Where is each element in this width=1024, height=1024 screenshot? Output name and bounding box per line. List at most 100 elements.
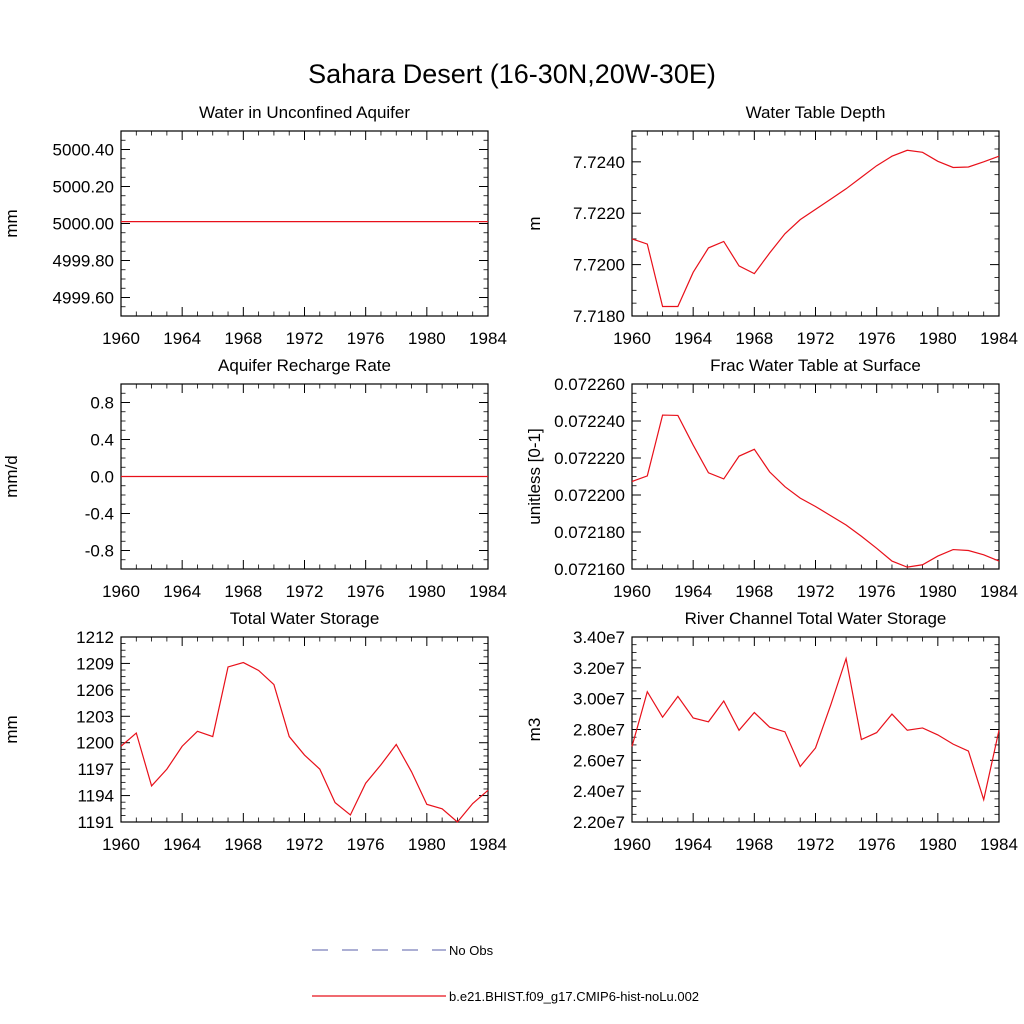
figure-title: Sahara Desert (16-30N,20W-30E) [308,59,716,89]
plot-frame [120,636,489,823]
x-tick-label: 1972 [286,582,324,601]
y-tick-label: 7.7240 [573,153,625,172]
y-tick-label: 1200 [76,734,114,753]
x-tick-label: 1980 [919,329,957,348]
x-tick-label: 1976 [858,582,896,601]
panel-title: Water Table Depth [746,103,886,122]
x-tick-label: 1960 [613,329,651,348]
series-line [631,149,1000,308]
x-tick-label: 1976 [347,329,385,348]
y-tick-label: 7.7180 [573,307,625,326]
x-tick-label: 1960 [102,582,140,601]
panel-title: Frac Water Table at Surface [710,356,921,375]
y-tick-label: 5000.20 [53,178,114,197]
x-tick-label: 1972 [797,329,835,348]
y-axis-label: mm [2,209,21,237]
x-tick-label: 1960 [102,835,140,854]
x-tick-label: 1960 [613,835,651,854]
y-tick-label: 0.0 [90,468,114,487]
x-tick-label: 1984 [469,329,507,348]
y-tick-label: -0.4 [85,505,114,524]
y-tick-label: 3.40e7 [573,628,625,647]
legend: No Obs b.e21.BHIST.f09_g17.CMIP6-hist-noL… [312,943,699,1004]
x-tick-label: 1968 [224,835,262,854]
y-tick-label: 2.60e7 [573,751,625,770]
x-tick-label: 1972 [286,835,324,854]
chart-panel-6: River Channel Total Water Storage m3 1960 1… [525,609,1018,854]
y-tick-label: 0.8 [90,394,114,413]
y-tick-label: 0.4 [90,431,114,450]
x-tick-label: 1972 [797,582,835,601]
x-tick-label: 1980 [408,835,446,854]
y-tick-label: 7.7220 [573,204,625,223]
plot-frame [631,130,1000,317]
panel-title: River Channel Total Water Storage [685,609,947,628]
y-tick-label: 0.072180 [554,523,625,542]
x-tick-label: 1976 [347,835,385,854]
y-tick-label: 1212 [76,628,114,647]
legend-label: b.e21.BHIST.f09_g17.CMIP6-hist-noLu.002 [449,989,699,1004]
panel-title: Total Water Storage [230,609,380,628]
y-tick-label: 2.20e7 [573,813,625,832]
x-tick-label: 1960 [613,582,651,601]
x-tick-label: 1968 [224,329,262,348]
legend-label: No Obs [449,943,494,958]
x-tick-label: 1984 [469,835,507,854]
x-tick-label: 1984 [980,582,1018,601]
x-tick-label: 1968 [735,835,773,854]
y-tick-label: 4999.60 [53,289,114,308]
x-tick-label: 1968 [224,582,262,601]
x-tick-label: 1968 [735,329,773,348]
y-tick-label: 1203 [76,707,114,726]
x-tick-label: 1972 [797,835,835,854]
y-tick-label: 3.20e7 [573,659,625,678]
x-tick-label: 1960 [102,329,140,348]
x-tick-label: 1976 [858,835,896,854]
chart-panel-5: Total Water Storage mm 1960 1964 1968 1972 197… [2,609,507,854]
x-tick-label: 1964 [163,582,201,601]
x-tick-label: 1964 [163,329,201,348]
y-tick-label: 7.7200 [573,256,625,275]
y-tick-label: 1194 [77,787,114,806]
chart-panel-4: Frac Water Table at Surface unitless [0-1… [525,356,1018,601]
y-tick-label: 2.40e7 [573,782,625,801]
panels: Water in Unconfined Aquifer mm 1960 1964 196… [2,103,1018,854]
panel-title: Water in Unconfined Aquifer [199,103,410,122]
series-line [631,656,1000,802]
x-tick-label: 1976 [858,329,896,348]
y-axis-label: m [525,216,544,230]
y-axis-label: unitless [0-1] [525,428,544,524]
y-tick-label: 5000.40 [53,141,114,160]
x-tick-label: 1984 [980,329,1018,348]
plot-frame [631,636,1000,823]
y-tick-label: 2.80e7 [573,721,625,740]
chart-panel-2: Water Table Depth m 1960 1964 1968 1972 1976 19… [525,103,1018,348]
panel-title: Aquifer Recharge Rate [218,356,391,375]
y-tick-label: 1197 [77,760,114,779]
x-tick-label: 1976 [347,582,385,601]
series-line [120,661,489,823]
y-tick-label: 1206 [76,681,114,700]
y-tick-label: 1191 [77,813,114,832]
chart-panel-3: Aquifer Recharge Rate mm/d 1960 1964 1968 197… [2,356,507,601]
y-tick-label: 3.00e7 [573,690,625,709]
y-tick-label: 5000.00 [53,215,114,234]
y-tick-label: 0.072240 [554,412,625,431]
y-tick-label: 4999.80 [53,252,114,271]
x-tick-label: 1964 [674,582,712,601]
y-axis-label: mm/d [2,455,21,498]
x-tick-label: 1980 [408,329,446,348]
x-tick-label: 1980 [408,582,446,601]
y-tick-label: 0.072260 [554,375,625,394]
x-tick-label: 1964 [163,835,201,854]
y-tick-label: 1209 [76,654,114,673]
x-tick-label: 1972 [286,329,324,348]
y-tick-label: 0.072220 [554,449,625,468]
y-axis-label: mm [2,715,21,743]
y-tick-label: 0.072200 [554,486,625,505]
series-line [631,414,1000,568]
x-tick-label: 1984 [469,582,507,601]
x-tick-label: 1980 [919,835,957,854]
x-tick-label: 1964 [674,835,712,854]
